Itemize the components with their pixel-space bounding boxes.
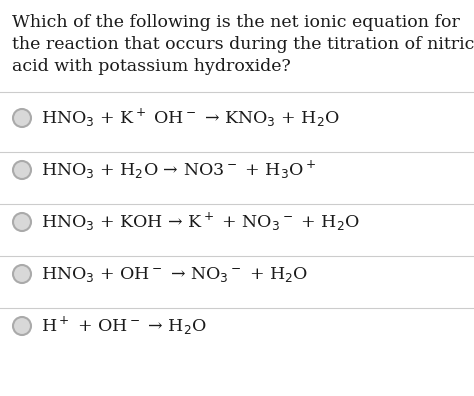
Text: Which of the following is the net ionic equation for: Which of the following is the net ionic … [12,14,460,31]
Text: HNO$_3$ + OH$^-$ → NO$_3$$^-$ + H$_2$O: HNO$_3$ + OH$^-$ → NO$_3$$^-$ + H$_2$O [41,265,308,284]
Circle shape [13,161,31,179]
Text: acid with potassium hydroxide?: acid with potassium hydroxide? [12,58,291,75]
Circle shape [13,317,31,335]
Text: HNO$_3$ + H$_2$O → NO3$^-$ + H$_3$O$^+$: HNO$_3$ + H$_2$O → NO3$^-$ + H$_3$O$^+$ [41,159,316,181]
Text: HNO$_3$ + KOH → K$^+$ + NO$_3$$^-$ + H$_2$O: HNO$_3$ + KOH → K$^+$ + NO$_3$$^-$ + H$_… [41,211,360,233]
Circle shape [13,265,31,283]
Circle shape [13,213,31,231]
Text: HNO$_3$ + K$^+$ OH$^-$ → KNO$_3$ + H$_2$O: HNO$_3$ + K$^+$ OH$^-$ → KNO$_3$ + H$_2$… [41,107,340,129]
Text: the reaction that occurs during the titration of nitric: the reaction that occurs during the titr… [12,36,474,53]
Circle shape [13,109,31,127]
Text: H$^+$ + OH$^-$ → H$_2$O: H$^+$ + OH$^-$ → H$_2$O [41,315,207,337]
